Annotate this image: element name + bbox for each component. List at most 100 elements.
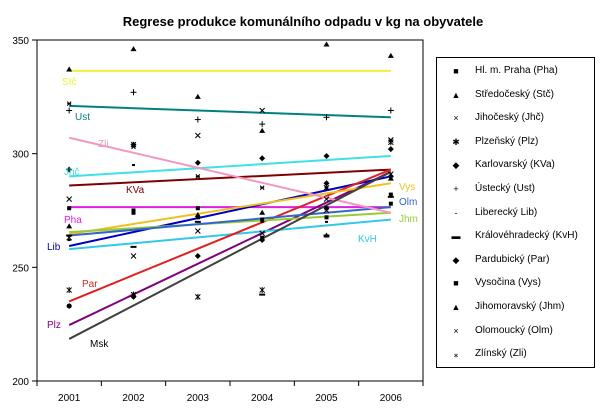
- marker-stroke: [259, 107, 266, 114]
- data-point-stč: [387, 52, 394, 58]
- marker-stroke: [130, 253, 137, 259]
- trend-line-ust: [69, 104, 391, 119]
- data-point-kvh: [130, 245, 137, 248]
- line-label-olm: Olm: [399, 197, 417, 208]
- line-label-pha: Pha: [64, 215, 82, 226]
- data-point-jhm: [130, 291, 137, 297]
- marker-triangle: [323, 232, 330, 238]
- legend-marker-icon: ×: [453, 325, 459, 336]
- marker-triangle: [259, 209, 266, 215]
- marker-diamond: [323, 152, 330, 159]
- data-point-kvh: [387, 195, 394, 198]
- data-point-ust: [194, 116, 201, 123]
- data-point-olm: [130, 253, 137, 259]
- line-label-zli: Zli: [98, 139, 109, 150]
- marker-square: [195, 215, 200, 220]
- marker-square: [388, 201, 393, 206]
- data-point-stč: [194, 93, 201, 99]
- line-label-kva: KVa: [126, 185, 145, 196]
- legend-label: Vysočina (Vys): [475, 277, 541, 289]
- marker-stroke: [259, 230, 266, 237]
- legend-label: Jihočeský (Jhč): [475, 112, 544, 124]
- line-label-jhm: Jhm: [399, 214, 418, 225]
- marker-stroke: [323, 207, 330, 214]
- data-point-jhm: [194, 212, 201, 218]
- marker-stroke: [66, 234, 73, 241]
- data-point-pha: [388, 201, 393, 206]
- data-point-zli: [66, 101, 72, 107]
- data-point-lib: [325, 220, 328, 223]
- marker-dash: [325, 220, 328, 223]
- data-point-olm: [259, 230, 266, 237]
- legend-label: Liberecký Lib): [475, 206, 538, 218]
- legend-marker-icon: ×: [453, 113, 459, 124]
- legend-label: Královéhradecký (KvH): [475, 230, 578, 242]
- marker-triangle: [130, 46, 137, 52]
- legend-marker-icon: ◆: [452, 160, 460, 171]
- legend-marker-icon: ▲: [451, 302, 461, 312]
- data-point-plz: [194, 293, 201, 300]
- marker-diamond: [259, 237, 266, 244]
- data-point-kva: [130, 141, 137, 148]
- data-point-vys: [131, 210, 136, 215]
- line-label-par: Par: [82, 279, 98, 290]
- data-point-pha: [131, 208, 136, 213]
- data-point-plz: [259, 287, 266, 294]
- legend-label: Olomoucký (Olm): [475, 324, 553, 336]
- marker-diamond: [259, 155, 266, 162]
- legend-label: Plzeňský (Plz): [475, 135, 539, 147]
- trend-line-jhč: [69, 154, 391, 178]
- data-point-lib: [132, 164, 135, 167]
- marker-triangle: [323, 41, 330, 47]
- data-point-jhm: [387, 175, 394, 181]
- data-point-jhč: [259, 107, 266, 114]
- data-point-kvh: [259, 293, 266, 296]
- data-point-kva: [66, 166, 73, 173]
- data-point-jhm: [66, 223, 73, 229]
- data-point-jhč: [323, 207, 330, 214]
- legend-marker-icon: ▲: [451, 89, 461, 100]
- data-point-jhm: [259, 209, 266, 215]
- line-label-stč: Stč: [62, 77, 76, 88]
- legend-marker-icon: +: [453, 184, 459, 194]
- marker-square: [260, 217, 265, 222]
- data-point-kva: [259, 155, 266, 162]
- data-point-pha: [67, 206, 72, 211]
- data-point-zli: [195, 174, 201, 179]
- data-point-olm: [194, 228, 201, 234]
- y-tick-label: 200: [12, 377, 29, 388]
- marker-triangle: [194, 212, 201, 218]
- marker-triangle: [66, 66, 73, 72]
- legend-label: Pardubický (Par): [475, 253, 550, 265]
- y-tick-label: 350: [12, 36, 29, 47]
- marker-square: [67, 303, 72, 308]
- legend-label: Hl. m. Praha (Pha): [475, 65, 558, 76]
- marker-triangle: [194, 93, 201, 99]
- data-point-pha: [324, 206, 329, 211]
- data-point-vys: [260, 217, 265, 222]
- legend-marker-icon: -: [454, 207, 458, 218]
- data-point-plz: [66, 287, 73, 294]
- marker-triangle: [259, 127, 266, 133]
- marker-diamond: [323, 180, 330, 187]
- marker-dash: [260, 220, 264, 223]
- data-point-vys: [195, 215, 200, 220]
- line-label-jhč: Jhč: [64, 167, 80, 178]
- trend-line-vys: [69, 182, 391, 236]
- x-tick-label: 2002: [122, 393, 145, 404]
- legend-marker-icon: ▬: [451, 231, 461, 242]
- trend-line-jhm: [69, 211, 391, 234]
- line-label-ust: Ust: [75, 112, 90, 123]
- chart-title: Regrese produkce komunálního odpadu v kg…: [122, 14, 484, 29]
- marker-diamond: [194, 159, 201, 166]
- marker-bar: [259, 293, 266, 296]
- trend-line-plz: [68, 170, 392, 326]
- data-point-ust: [66, 107, 73, 114]
- marker-diamond: [130, 141, 137, 148]
- marker-stroke: [194, 228, 201, 234]
- legend-label: Zlínský (Zli): [475, 348, 527, 360]
- data-point-zli: [131, 144, 136, 150]
- marker-square: [388, 192, 393, 197]
- marker-dash: [132, 164, 135, 167]
- data-point-par: [323, 180, 330, 187]
